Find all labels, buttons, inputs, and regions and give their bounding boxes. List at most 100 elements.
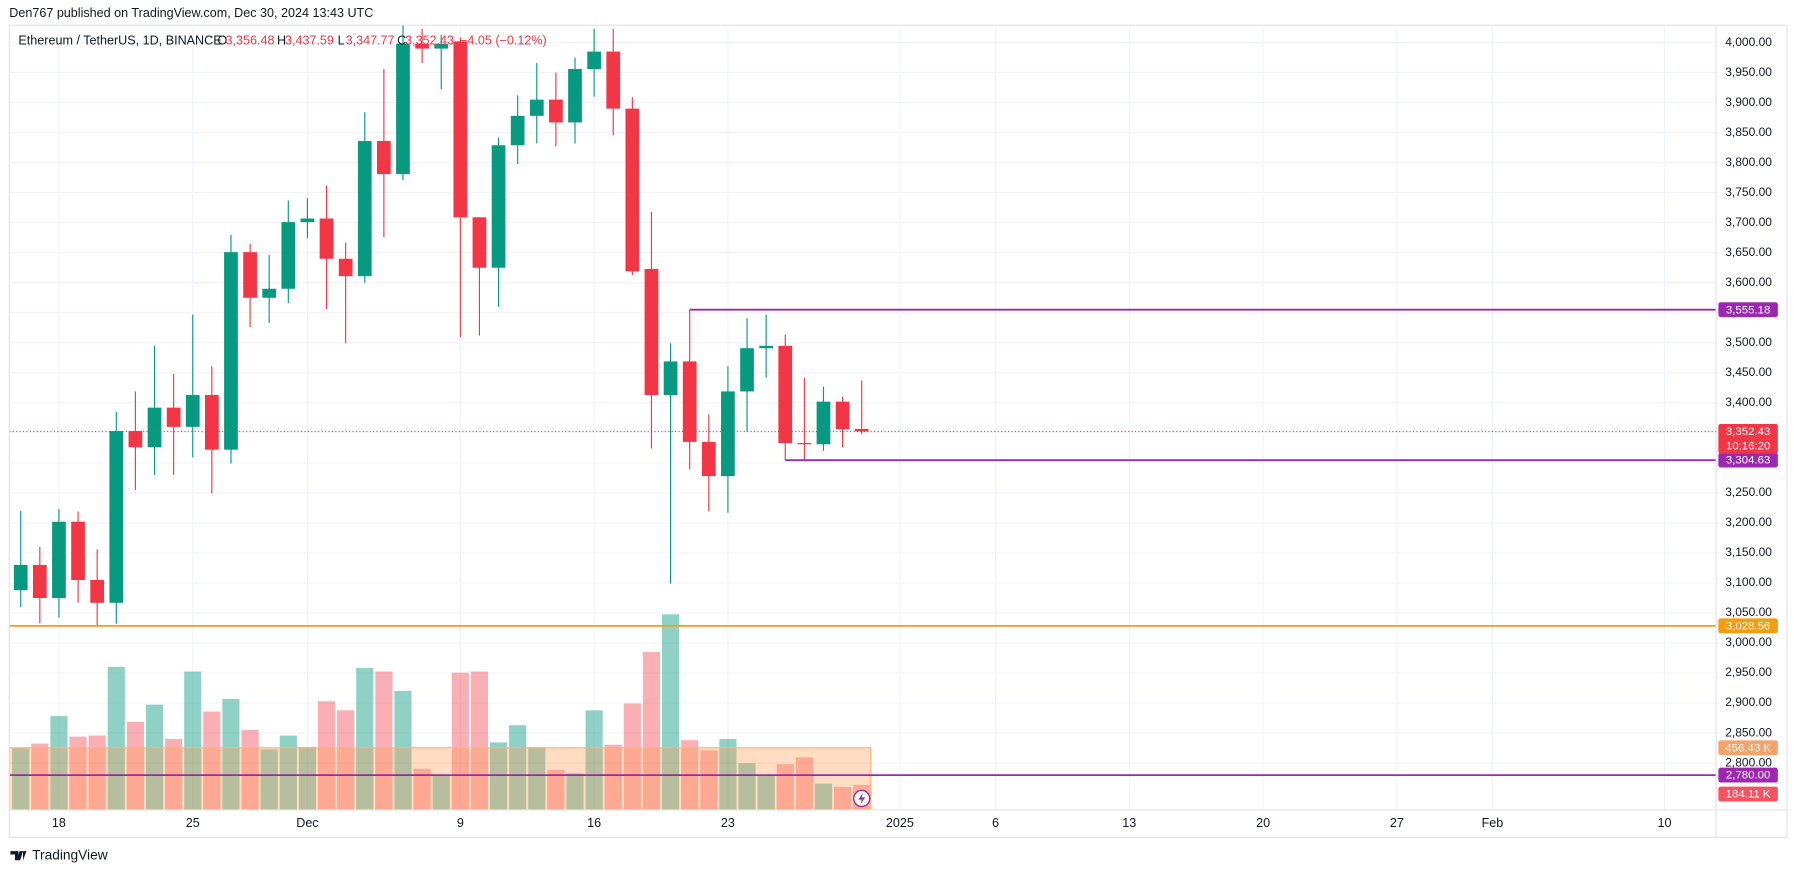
candle-body — [759, 345, 774, 349]
y-tick-label: 2,850.00 — [1725, 725, 1772, 739]
volume-bar — [107, 666, 125, 810]
volume-bar — [489, 742, 508, 810]
candle-body — [721, 391, 735, 477]
candle-body — [778, 345, 793, 444]
candle-body — [147, 407, 162, 448]
candle-body — [491, 145, 506, 268]
candle-body — [166, 407, 181, 427]
x-tick-label: 27 — [1390, 816, 1404, 830]
volume-bar — [834, 787, 852, 810]
level-price-box — [1718, 618, 1778, 634]
y-tick-label: 3,650.00 — [1725, 245, 1772, 259]
y-tick-label: 2,950.00 — [1725, 665, 1772, 679]
brand: TradingView — [32, 847, 108, 862]
volume-ma-box — [1718, 740, 1778, 756]
grid — [9, 25, 1717, 810]
ohlc-value: 3,356.48 — [225, 34, 274, 48]
candle-body — [797, 443, 812, 445]
candle-body — [32, 564, 47, 598]
x-tick-label: Feb — [1482, 816, 1504, 830]
level-price-box — [1718, 302, 1778, 318]
change-value: −4.05 (−0.12%) — [460, 34, 547, 48]
y-tick-label: 3,500.00 — [1725, 335, 1772, 349]
candle-body — [453, 41, 468, 218]
y-tick-label: 3,100.00 — [1725, 575, 1772, 589]
volume-bar — [394, 690, 412, 810]
volume-bar — [566, 773, 584, 810]
candle-body — [663, 361, 678, 396]
x-tick-label: 16 — [587, 816, 601, 830]
volume-bar — [604, 744, 622, 810]
volume-bar — [432, 774, 450, 810]
level-price-label: 3,555.18 — [1726, 304, 1770, 316]
y-tick-label: 3,150.00 — [1725, 545, 1772, 559]
volume-bar — [814, 783, 833, 810]
volume-bar — [50, 716, 68, 810]
volume-bar — [547, 769, 565, 810]
candle-body — [816, 401, 831, 445]
level-price-label: 3,304.63 — [1726, 455, 1770, 467]
volume-ma-label: 456.43 K — [1725, 742, 1771, 754]
volume-bar — [509, 725, 527, 810]
x-tick-label: 6 — [992, 816, 999, 830]
candle-body — [52, 521, 66, 598]
y-tick-label: 3,250.00 — [1725, 485, 1772, 499]
chart-border — [8, 24, 1788, 838]
x-tick-label: 20 — [1256, 816, 1270, 830]
y-tick-label: 2,900.00 — [1725, 695, 1772, 709]
volume-pane — [9, 614, 872, 810]
x-tick-label: 13 — [1122, 816, 1136, 830]
logo-icon — [10, 851, 27, 861]
x-tick-label: 18 — [52, 816, 66, 830]
candle-body — [549, 99, 563, 123]
y-tick-label: 3,000.00 — [1725, 635, 1772, 649]
level-price-box — [1718, 767, 1778, 783]
y-tick-label: 3,750.00 — [1725, 185, 1772, 199]
volume-bar — [642, 652, 661, 810]
candle-body — [357, 141, 372, 277]
symbol-title: Ethereum / TetherUS, 1D, BINANCE — [18, 34, 221, 48]
y-tick-label: 3,200.00 — [1725, 515, 1772, 529]
volume-bar — [661, 614, 680, 810]
x-tick-label: 23 — [721, 816, 735, 830]
ohlc-value: 3,347.77 — [346, 34, 395, 48]
volume-ma-area — [9, 747, 872, 810]
candle-body — [740, 348, 754, 392]
y-tick-label: 3,800.00 — [1725, 155, 1772, 169]
y-tick-label: 3,600.00 — [1725, 275, 1772, 289]
volume-bar — [757, 775, 775, 810]
candle-body — [606, 51, 621, 109]
candle-body — [224, 252, 238, 450]
candle-body — [281, 222, 296, 289]
countdown: 10:16:20 — [1726, 440, 1770, 452]
price-pane — [9, 25, 1717, 777]
volume-bar — [222, 698, 240, 810]
candle-body — [587, 51, 601, 69]
candle-body — [13, 564, 28, 591]
y-tick-label: 3,700.00 — [1725, 215, 1772, 229]
volume-bar — [585, 710, 603, 810]
candle-body — [262, 288, 277, 298]
y-tick-label: 3,450.00 — [1725, 365, 1772, 379]
volume-bar — [241, 729, 259, 810]
candle-body — [319, 218, 334, 259]
volume-bar — [700, 750, 718, 810]
candle-body — [568, 68, 582, 123]
candle-body — [835, 401, 850, 430]
x-tick-label: 25 — [186, 816, 200, 830]
candle-body — [109, 431, 124, 603]
candle-body — [243, 252, 257, 298]
candle-body — [644, 268, 659, 396]
volume-box — [1718, 786, 1778, 802]
volume-bar — [126, 721, 144, 810]
axes: 2,800.00 2,850.00 2,900.00 2,950.00 3,000.00… — [52, 35, 1778, 830]
volume-bar — [413, 768, 431, 810]
volume-bar — [260, 749, 278, 810]
current-price-label: 3,352.43 — [1726, 426, 1770, 438]
candle-body — [682, 361, 697, 442]
x-tick-label: 10 — [1657, 816, 1671, 830]
candle-body — [434, 43, 449, 49]
y-tick-label: 4,000.00 — [1725, 35, 1772, 49]
